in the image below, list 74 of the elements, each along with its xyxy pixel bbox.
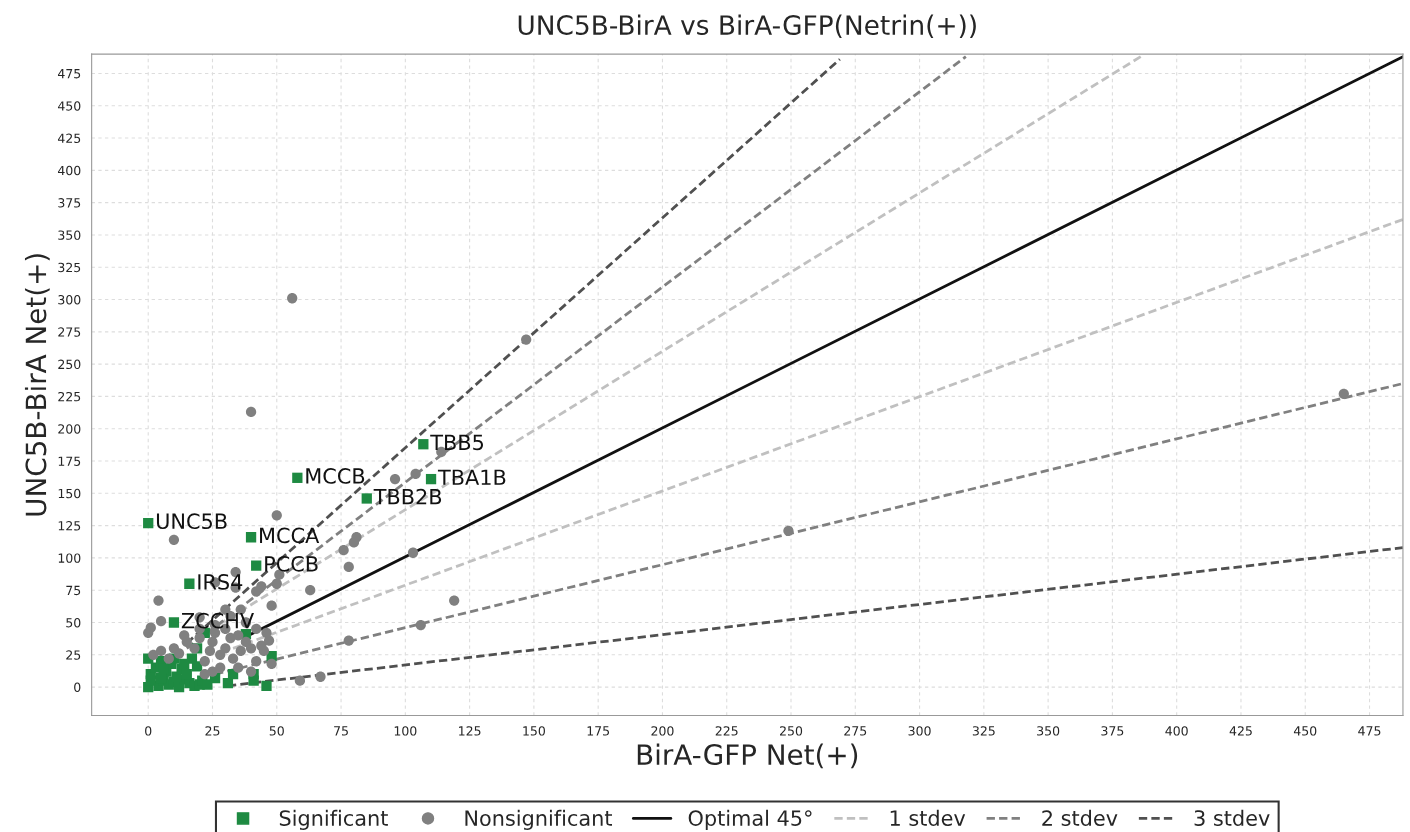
y-tick-label: 425 bbox=[57, 133, 81, 143]
x-tick-label: 325 bbox=[972, 726, 995, 736]
x-tick-label: 400 bbox=[1165, 726, 1188, 736]
annotation: PCCB bbox=[265, 555, 318, 572]
point bbox=[222, 678, 234, 689]
x-tick-label: 75 bbox=[334, 726, 348, 736]
y-tick-label: 350 bbox=[58, 230, 81, 240]
x-axis-title: BirA-GFP Net(+) bbox=[637, 743, 858, 769]
x-tick-label: 175 bbox=[587, 726, 610, 736]
point bbox=[245, 532, 257, 543]
point bbox=[261, 680, 272, 691]
x-tick-label: 0 bbox=[145, 726, 152, 736]
x-tick-label: 350 bbox=[1037, 726, 1060, 736]
y-tick-label: 200 bbox=[58, 424, 81, 434]
annotation: ZCCHV bbox=[181, 612, 254, 629]
y-tick-label: 300 bbox=[58, 295, 81, 305]
x-tick-label: 25 bbox=[205, 726, 220, 736]
x-tick-label: 100 bbox=[394, 726, 417, 736]
y-tick-label: 450 bbox=[57, 101, 81, 111]
x-tick-label: 225 bbox=[715, 726, 738, 736]
chart-title: UNC5B-BirA vs BirA-GFP(Netrin(+)) bbox=[518, 14, 976, 39]
x-tick-label: 250 bbox=[780, 726, 803, 736]
y-tick-label: 100 bbox=[58, 553, 81, 563]
annotation: TBB2B bbox=[373, 488, 442, 505]
point bbox=[184, 578, 195, 589]
point bbox=[361, 493, 372, 504]
x-tick-label: 200 bbox=[651, 726, 674, 736]
y-tick-label: 375 bbox=[58, 198, 81, 208]
y-tick-label: 475 bbox=[57, 69, 81, 79]
y-tick-label: 325 bbox=[58, 262, 81, 273]
y-tick-label: 400 bbox=[57, 165, 81, 176]
x-tick-label: 475 bbox=[1358, 726, 1381, 736]
annotation: TBB5 bbox=[430, 434, 484, 451]
y-tick-label: 50 bbox=[66, 617, 81, 628]
point bbox=[292, 472, 303, 483]
x-tick-label: 125 bbox=[459, 726, 481, 736]
legend-label: Optimal 45° bbox=[688, 809, 812, 830]
annotation: TBA1B bbox=[437, 469, 506, 485]
point bbox=[145, 675, 156, 686]
legend-label: Significant bbox=[279, 809, 388, 830]
point bbox=[202, 679, 213, 690]
point bbox=[168, 617, 180, 628]
y-tick-label: 125 bbox=[58, 521, 81, 531]
legend-label: 1 stdev bbox=[890, 809, 966, 826]
y-tick-label: 175 bbox=[58, 456, 81, 466]
x-tick-label: 450 bbox=[1293, 726, 1317, 736]
point bbox=[425, 473, 437, 485]
y-tick-label: 0 bbox=[74, 682, 81, 693]
legend-label: 3 stdev bbox=[1194, 809, 1270, 826]
point bbox=[248, 675, 259, 686]
x-tick-label: 425 bbox=[1229, 726, 1252, 736]
y-tick-label: 25 bbox=[66, 650, 81, 660]
x-tick-label: 300 bbox=[908, 726, 931, 736]
y-axis-title: UNC5B-BirA Net(+) bbox=[24, 254, 50, 516]
annotation: IRS4 bbox=[198, 574, 243, 590]
point bbox=[418, 439, 429, 450]
x-tick-label: 150 bbox=[523, 726, 545, 736]
legend-label: Nonsignificant bbox=[465, 809, 613, 830]
x-tick-label: 375 bbox=[1101, 726, 1124, 736]
x-tick-label: 275 bbox=[844, 726, 867, 736]
annotation: MCCB bbox=[306, 468, 365, 484]
y-tick-label: 275 bbox=[58, 327, 81, 337]
point bbox=[179, 658, 190, 669]
point bbox=[191, 661, 203, 672]
point bbox=[251, 560, 262, 571]
y-tick-label: 75 bbox=[66, 585, 81, 596]
annotation: UNC5B bbox=[156, 513, 227, 530]
x-tick-label: 50 bbox=[269, 726, 284, 736]
legend-label: 2 stdev bbox=[1042, 809, 1118, 826]
y-tick-label: 250 bbox=[58, 359, 81, 370]
y-tick-label: 225 bbox=[58, 391, 81, 402]
annotation: MCCA bbox=[260, 527, 320, 544]
point bbox=[143, 517, 154, 529]
y-tick-label: 150 bbox=[58, 488, 81, 499]
